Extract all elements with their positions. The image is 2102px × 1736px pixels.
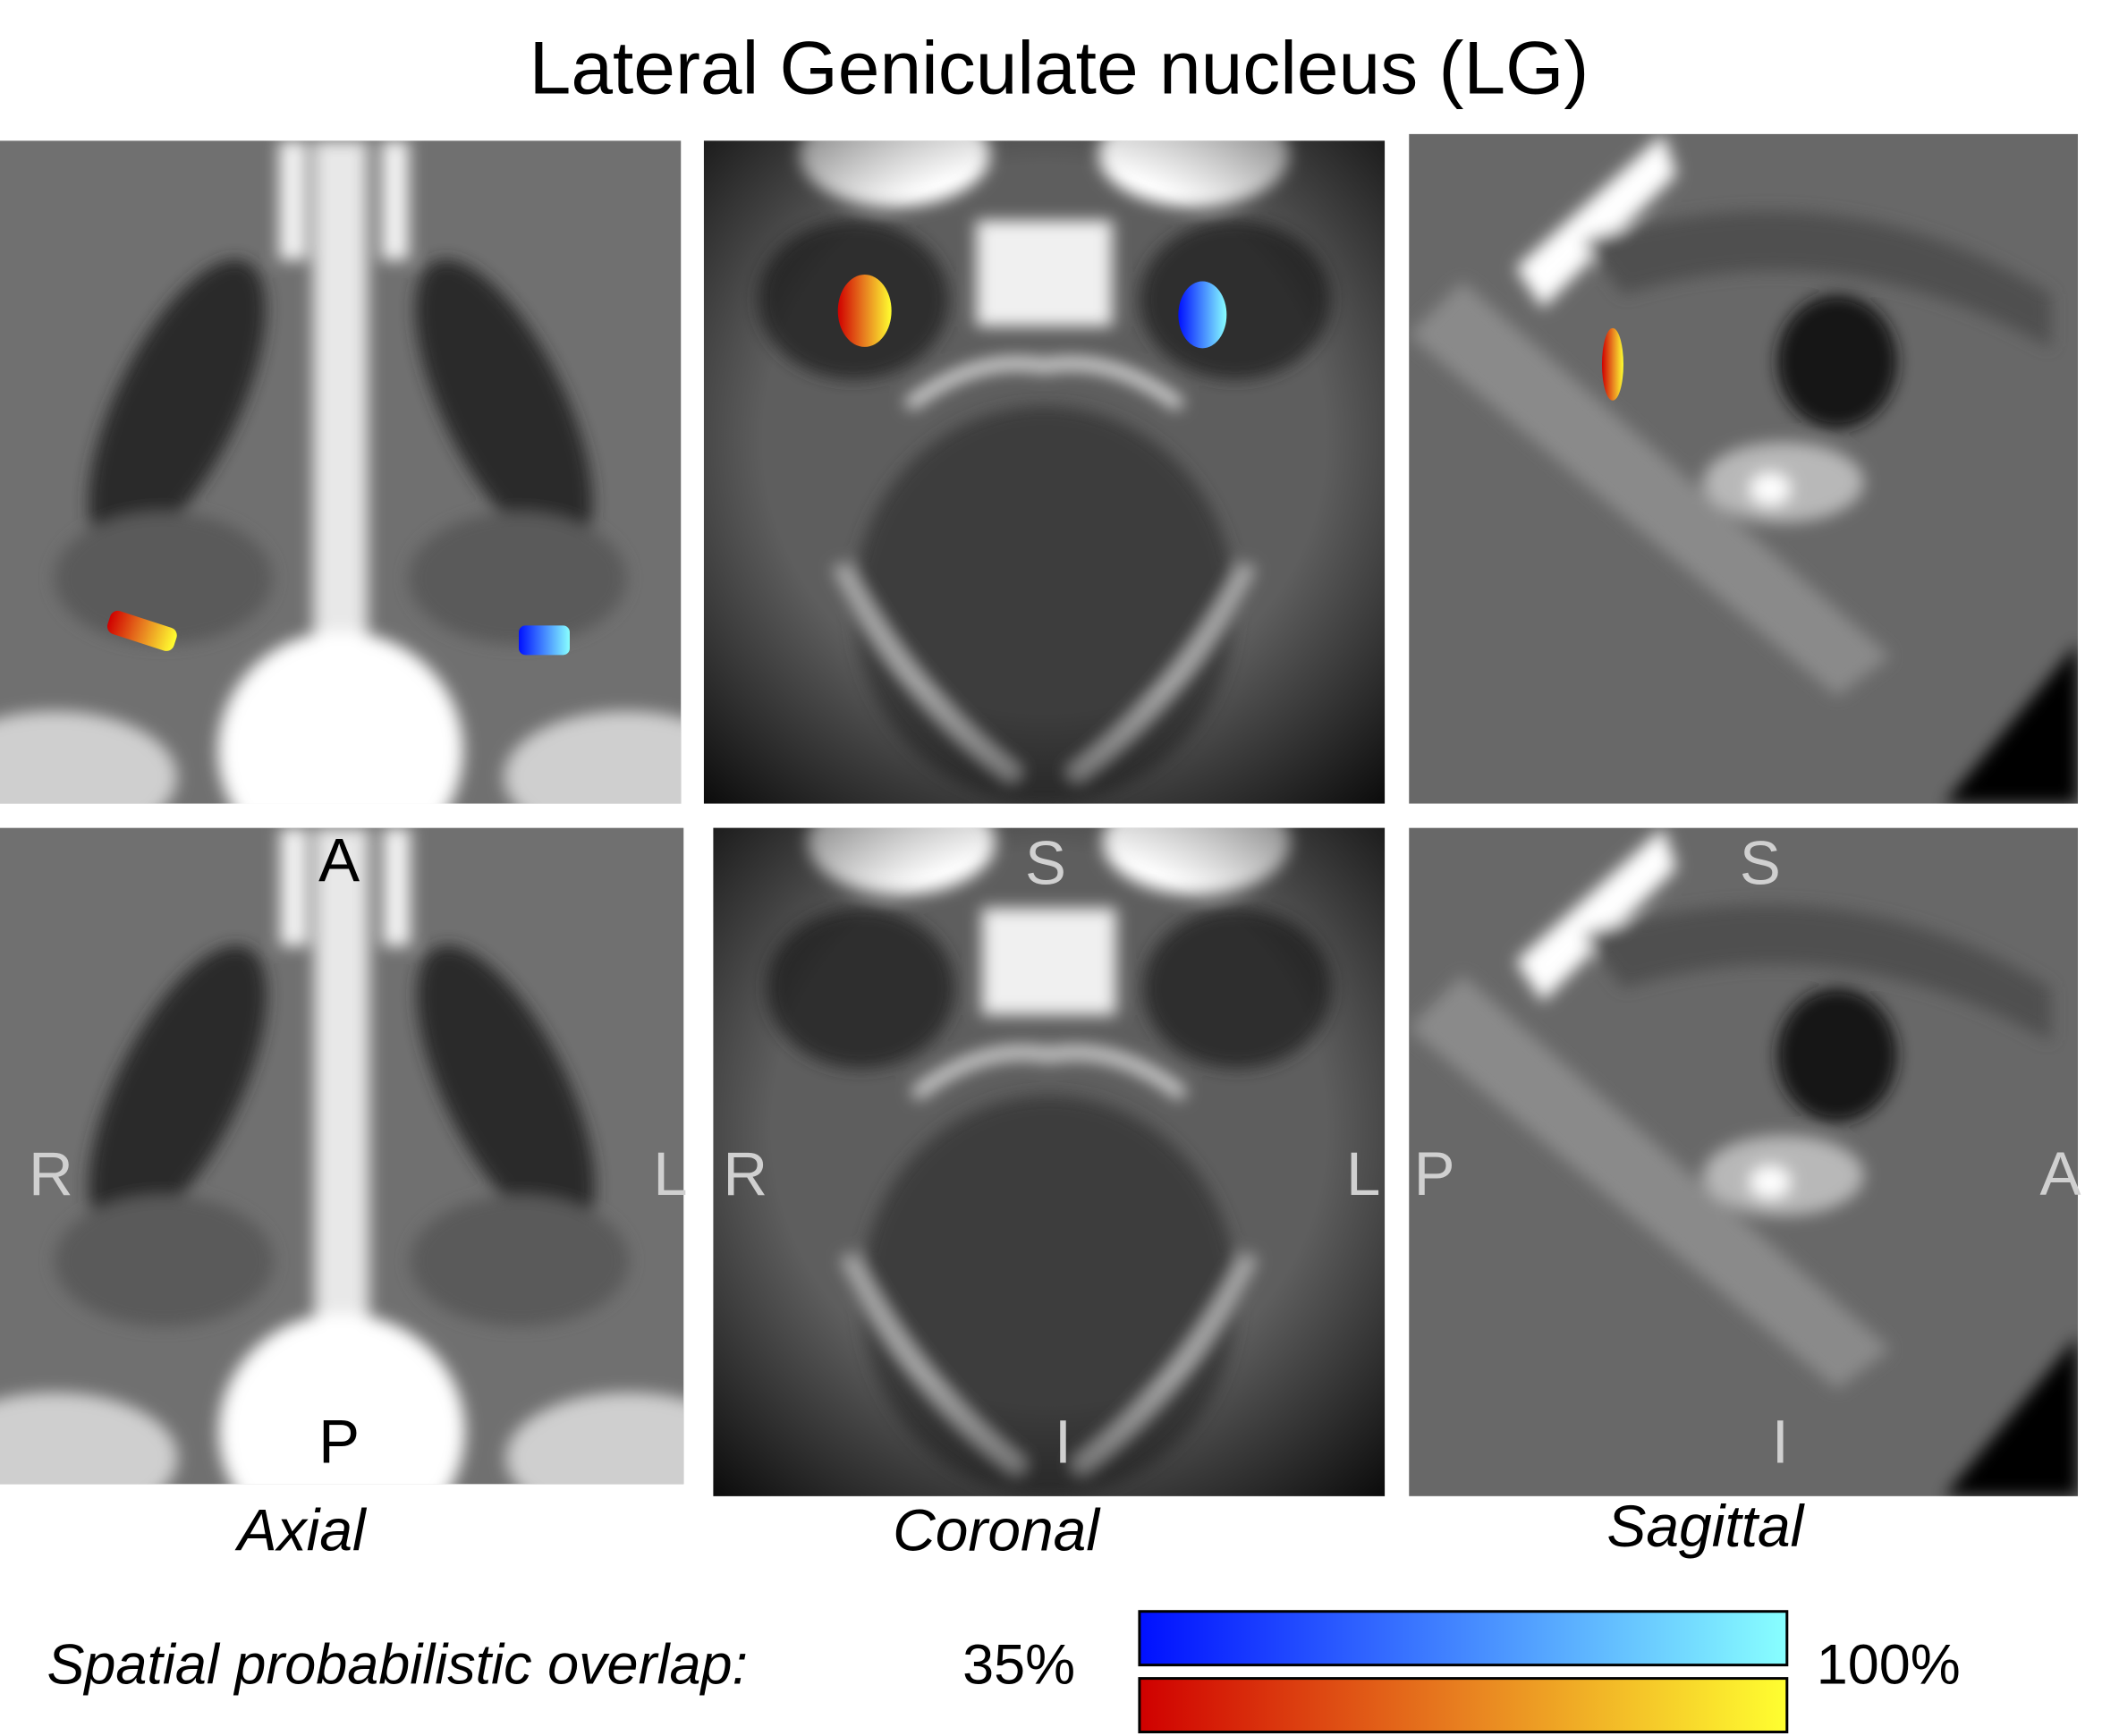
axial-image [0,140,749,869]
orientation-label: L [653,1139,687,1208]
legend-max: 100% [1817,1634,1961,1697]
orientation-label: S [1740,829,1781,898]
orientation-label: R [29,1139,73,1208]
colorbar-blue [1138,1610,1789,1667]
overlay-blobs [106,275,1623,656]
orientation-label: I [1055,1408,1072,1477]
orientation-label: R [723,1139,767,1208]
lg-blob [1601,327,1623,401]
view-label: Sagittal [1606,1493,1805,1559]
legend-label: Spatial probabilistic overlap: [47,1634,748,1697]
legend: Spatial probabilistic overlap: 35% 100% [47,1610,1961,1734]
sagittal-image [1409,134,2078,804]
axial-image [0,828,752,1550]
orientation-label: A [318,826,360,895]
figure-body: Lateral Geniculate nucleus (LG) A P R L … [0,26,2081,1734]
figure-title: Lateral Geniculate nucleus (LG) [530,26,1589,110]
view-label: Axial [234,1497,368,1563]
orientation-labels: A P R L S I R L S I P A [29,826,2081,1477]
left-lg-blob [519,625,570,656]
colorbar-red [1138,1677,1789,1734]
right-lg-blob [106,610,177,651]
orientation-label: P [318,1408,360,1477]
view-label: Coronal [893,1497,1101,1563]
coronal-image [704,101,1385,804]
orientation-label: L [1346,1139,1380,1208]
orientation-label: S [1025,829,1066,898]
legend-min: 35% [962,1634,1075,1697]
sagittal-image [1409,828,2078,1496]
right-lg-blob [837,275,892,347]
orientation-label: P [1414,1139,1455,1208]
orientation-label: I [1772,1408,1789,1477]
orientation-label: A [2040,1139,2081,1208]
left-lg-blob [1178,281,1227,349]
